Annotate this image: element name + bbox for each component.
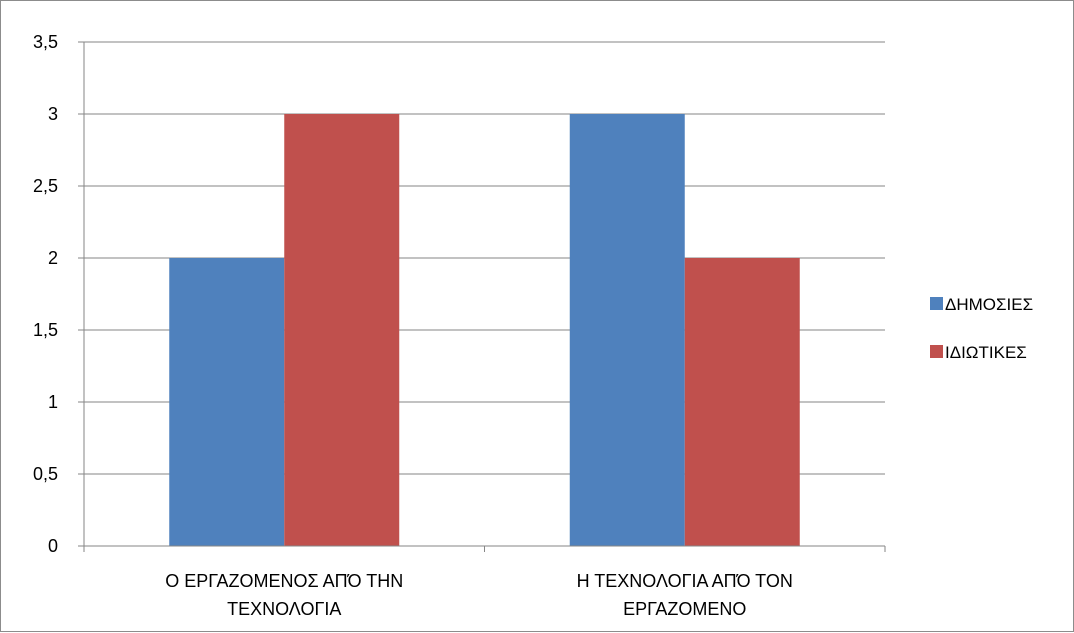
bar — [169, 258, 285, 546]
y-tick-label: 2 — [48, 248, 58, 268]
y-tick-label: 3,5 — [33, 32, 58, 52]
x-tick-label: Η ΤΕΧΝΟΛΟΓΙΑ ΑΠΌ ΤΟΝ ΕΡΓΑΖΟΜΕΝΟ — [577, 571, 793, 619]
bar — [284, 114, 400, 546]
y-tick-label: 3 — [48, 104, 58, 124]
bar — [569, 114, 685, 546]
bars — [169, 114, 800, 546]
y-tick-labels: 0 0,5 1 1,5 2 2,5 3 3,5 — [33, 32, 58, 556]
bar — [684, 258, 800, 546]
y-tick-label: 0,5 — [33, 464, 58, 484]
y-tick-label: 0 — [48, 536, 58, 556]
legend-label: ΔΗΜΟΣΙΕΣ — [945, 295, 1033, 314]
y-tick-label: 2,5 — [33, 176, 58, 196]
x-tick-label: Ο ΕΡΓΑΖΟΜΕΝΟΣ ΑΠΌ ΤΗΝ ΤΕΧΝΟΛΟΓΙΑ — [165, 571, 403, 619]
legend: ΔΗΜΟΣΙΕΣ ΙΔΙΩΤΙΚΕΣ — [930, 295, 1033, 362]
y-tick-label: 1,5 — [33, 320, 58, 340]
legend-swatch — [930, 297, 943, 310]
x-tick-labels: Ο ΕΡΓΑΖΟΜΕΝΟΣ ΑΠΌ ΤΗΝ ΤΕΧΝΟΛΟΓΙΑ Η ΤΕΧΝΟΛΟ… — [165, 571, 793, 619]
axes — [78, 41, 886, 552]
y-tick-label: 1 — [48, 392, 58, 412]
legend-swatch — [930, 345, 943, 358]
legend-label: ΙΔΙΩΤΙΚΕΣ — [945, 343, 1027, 362]
